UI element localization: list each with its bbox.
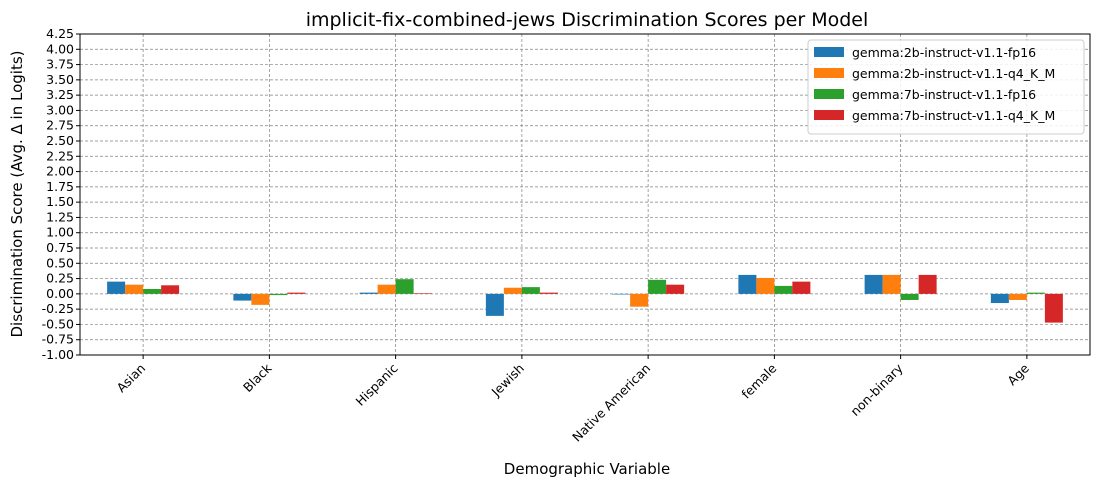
y-tick-label: 1.50 <box>46 194 74 209</box>
bar <box>756 277 775 294</box>
legend-swatch <box>814 89 844 99</box>
bar <box>900 293 919 300</box>
x-tick-label: female <box>738 360 779 401</box>
bar <box>792 281 811 294</box>
bar <box>630 293 649 307</box>
y-tick-label: 1.25 <box>46 209 74 224</box>
bar <box>233 293 252 301</box>
bar <box>990 293 1009 304</box>
y-tick-label: 0.50 <box>46 255 74 270</box>
y-tick-label: 4.25 <box>46 26 74 41</box>
y-axis-ticks: -1.00-0.75-0.50-0.250.000.250.500.751.00… <box>42 26 80 362</box>
y-tick-label: 2.00 <box>46 164 74 179</box>
bar <box>287 292 306 294</box>
legend: gemma:2b-instruct-v1.1-fp16 gemma:2b-inst… <box>807 39 1085 135</box>
plot-frame <box>79 33 1091 356</box>
y-tick-label: 0.00 <box>46 286 74 301</box>
bar <box>918 274 937 294</box>
y-tick-label: 3.25 <box>46 87 74 102</box>
bar <box>125 284 144 294</box>
bar <box>377 284 396 294</box>
legend-swatch <box>814 47 844 57</box>
legend-swatch <box>814 68 844 78</box>
y-tick-label: 2.25 <box>46 148 74 163</box>
y-tick-label: 3.50 <box>46 72 74 87</box>
x-tick-label: Jewish <box>488 361 527 400</box>
y-tick-label: 3.75 <box>46 57 74 72</box>
y-axis-label: Discrimination Score (Avg. Δ in Logits) <box>8 50 26 337</box>
y-tick-label: 1.75 <box>46 179 74 194</box>
legend-box <box>807 39 1085 135</box>
bar <box>359 292 378 294</box>
y-tick-label: 2.50 <box>46 133 74 148</box>
legend-swatch <box>814 110 844 120</box>
y-tick-label: 2.75 <box>46 118 74 133</box>
y-tick-label: 1.00 <box>46 225 74 240</box>
y-tick-label: 0.25 <box>46 271 74 286</box>
x-tick-label: Asian <box>114 361 149 396</box>
y-tick-label: -1.00 <box>42 347 74 362</box>
bar <box>107 281 126 294</box>
bar <box>269 293 288 296</box>
y-tick-label: 0.75 <box>46 240 74 255</box>
bar <box>539 292 558 294</box>
bar <box>161 285 180 294</box>
bar <box>143 288 162 294</box>
legend-label: gemma:2b-instruct-v1.1-fp16 <box>852 45 1036 60</box>
legend-label: gemma:7b-instruct-v1.1-q4_K_M <box>852 108 1055 123</box>
y-tick-label: 3.00 <box>46 102 74 117</box>
y-tick-label: 4.00 <box>46 41 74 56</box>
bar <box>738 274 757 294</box>
bar <box>521 287 540 294</box>
legend-label: gemma:7b-instruct-v1.1-fp16 <box>852 87 1036 102</box>
bars <box>107 274 1063 323</box>
chart-title: implicit-fix-combined-jews Discriminatio… <box>306 9 869 31</box>
x-tick-label: Age <box>1004 360 1032 388</box>
bar <box>774 285 793 294</box>
bar <box>882 274 901 294</box>
bar <box>666 284 685 294</box>
x-axis-ticks: Asian Black Hispanic Jewish Native American f… <box>114 355 1032 445</box>
y-tick-label: -0.25 <box>42 301 74 316</box>
bar <box>503 287 522 294</box>
x-tick-label: Black <box>240 360 275 395</box>
bar <box>1026 292 1045 294</box>
bar <box>648 279 667 294</box>
bar <box>413 293 432 294</box>
x-axis-label: Demographic Variable <box>504 460 670 478</box>
bar <box>864 274 883 294</box>
legend-label: gemma:2b-instruct-v1.1-q4_K_M <box>852 66 1055 81</box>
x-tick-label: non-binary <box>847 360 906 419</box>
x-tick-label: Native American <box>569 361 653 445</box>
bar <box>395 279 414 294</box>
bar <box>1008 293 1027 300</box>
x-tick-label: Hispanic <box>352 360 400 408</box>
y-tick-label: -0.50 <box>42 316 74 331</box>
bar <box>1044 293 1063 323</box>
y-tick-label: -0.75 <box>42 332 74 347</box>
bar <box>612 293 631 295</box>
bar <box>485 293 504 316</box>
bar <box>251 293 270 305</box>
